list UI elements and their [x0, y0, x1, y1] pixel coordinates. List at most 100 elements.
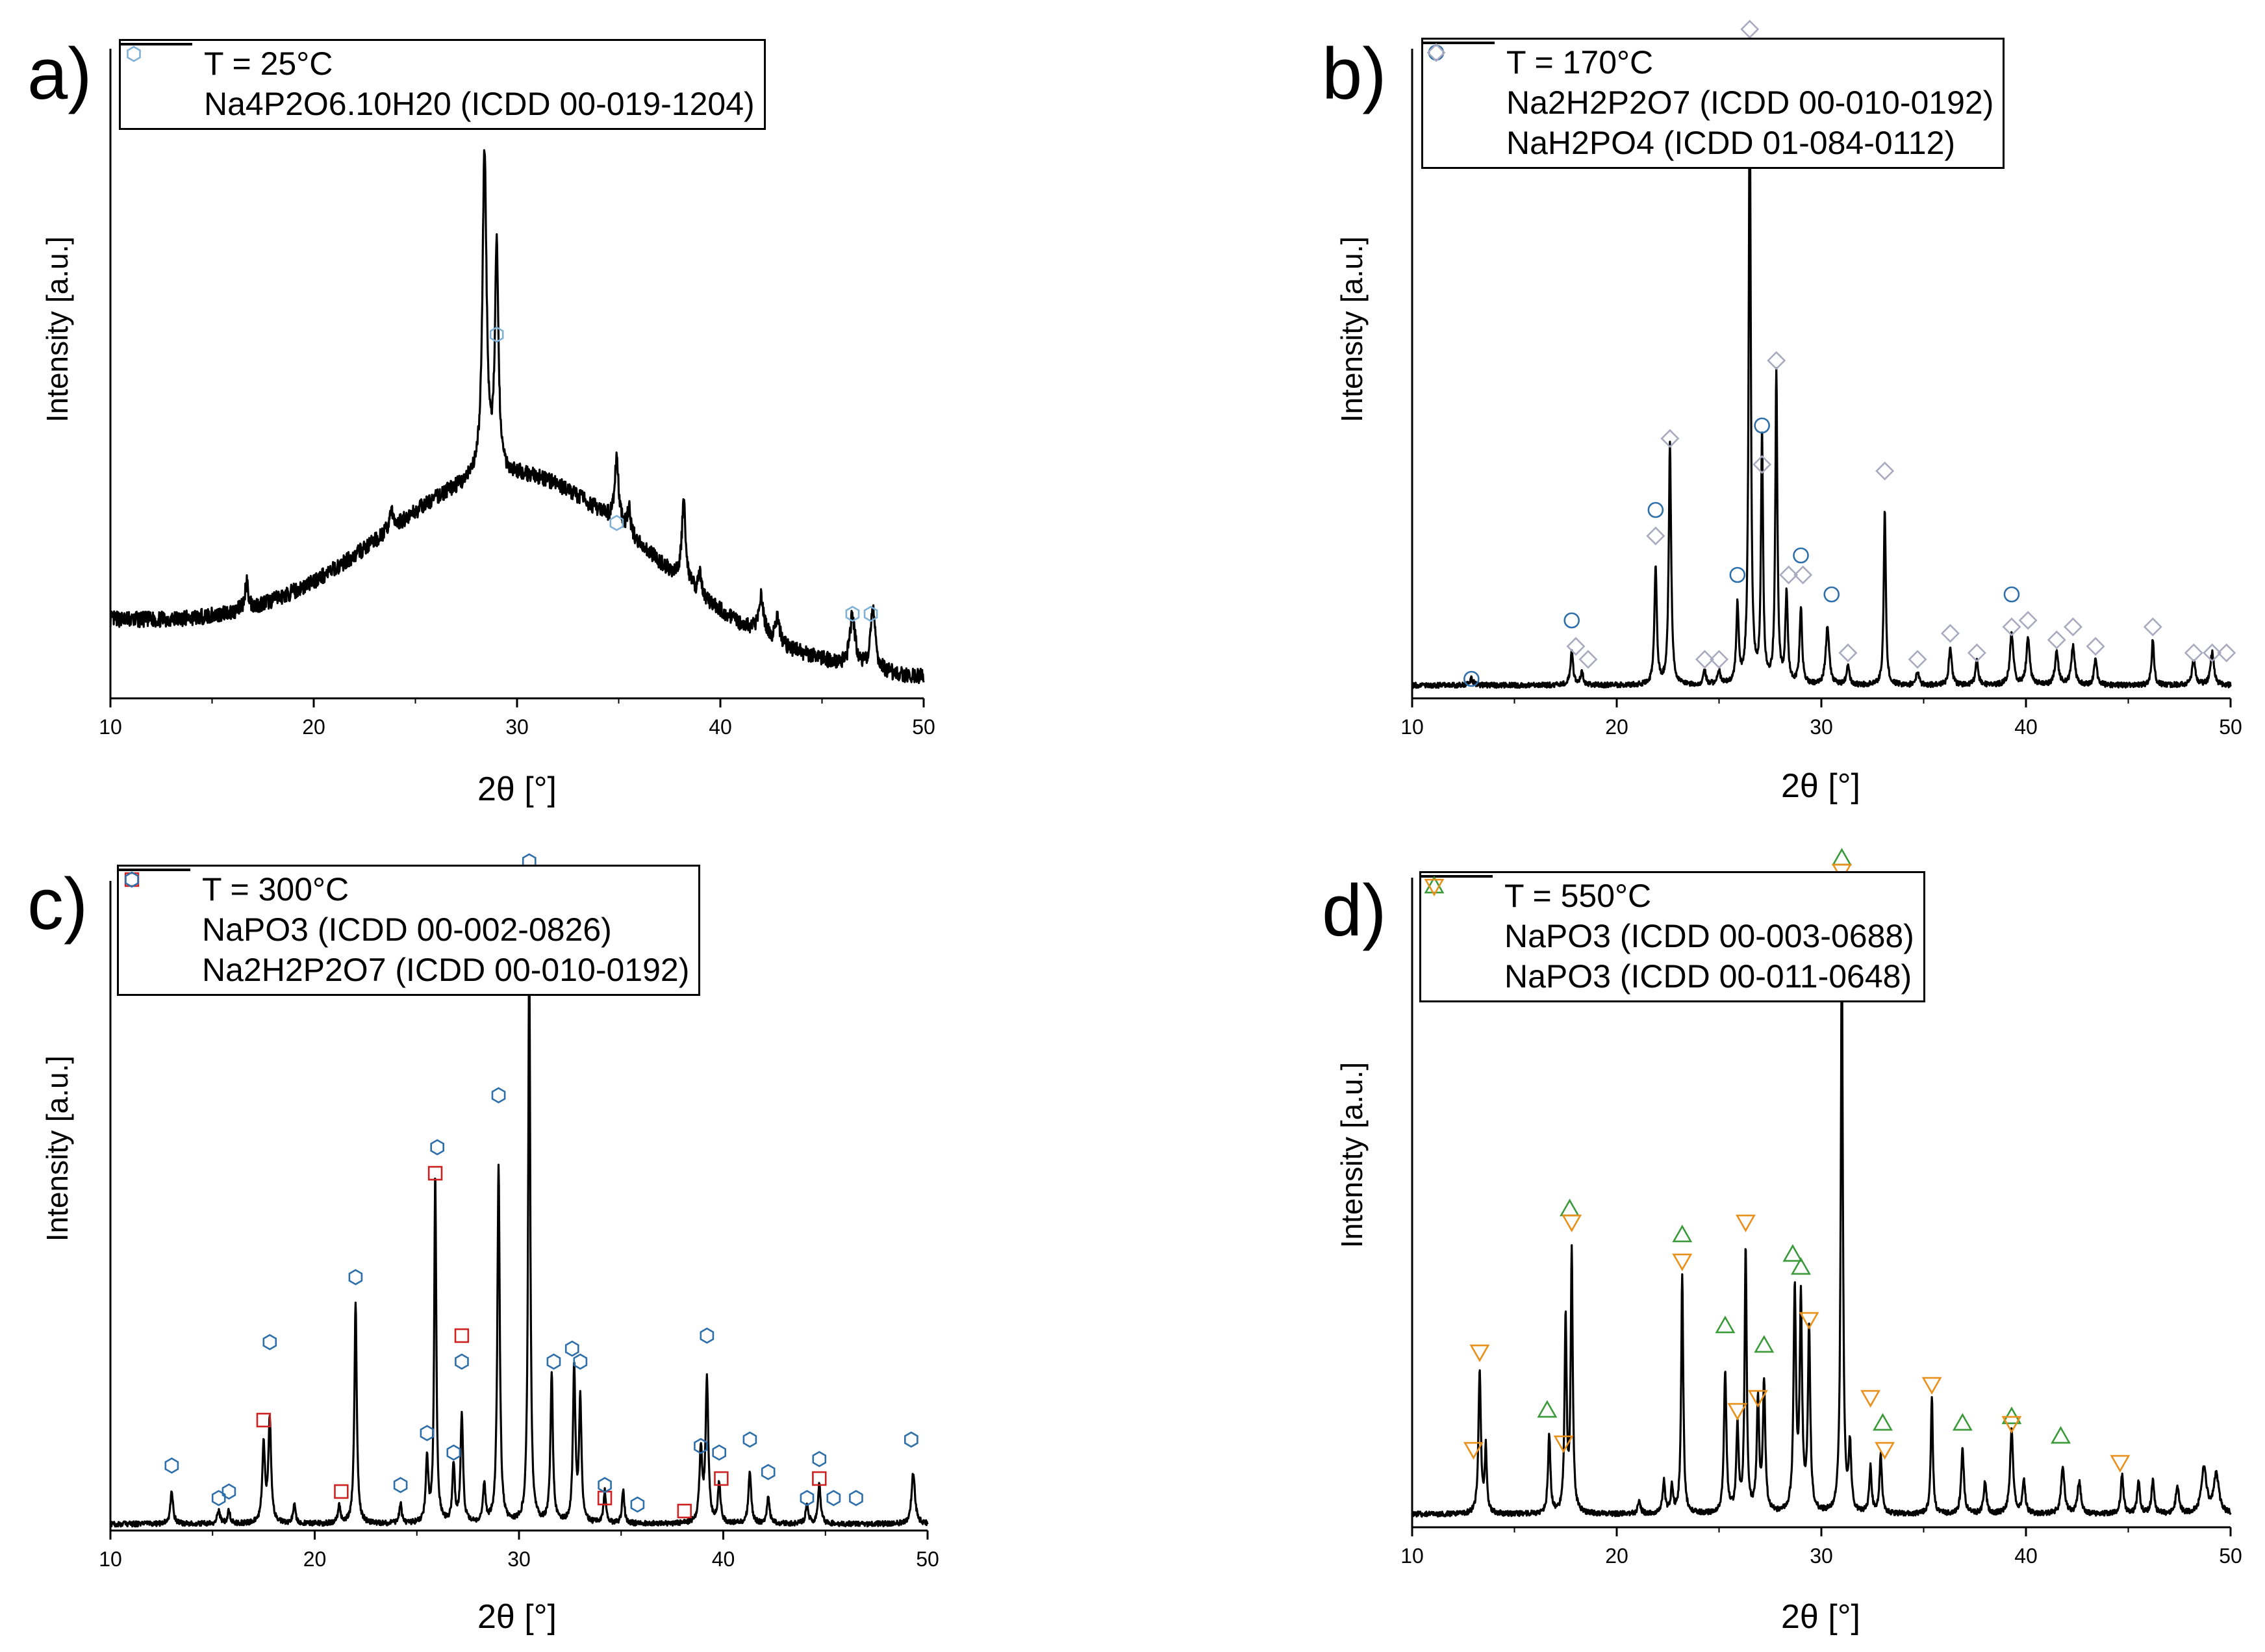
triangle-up-marker [1952, 1413, 1973, 1431]
legend-label: T = 300°C [202, 871, 349, 908]
legend-item-phase: NaPO3 (ICDD 00-011-0648) [1424, 878, 1914, 997]
diamond-marker [1566, 637, 1586, 656]
legend-marker-icon [1424, 878, 1504, 997]
legend-item-series: T = 170°C [1423, 42, 1993, 83]
triangle-down-marker [1921, 1377, 1942, 1395]
legend-item-series: T = 25°C [121, 43, 755, 84]
diamond-marker [1753, 455, 1772, 474]
legend: T = 170°C Na2H2P2O7 (ICDD 00-010-0192) N… [1421, 38, 2005, 169]
panel-c: c) Intensity [a.u.] 10 20 30 40 50 2θ [°] T … [0, 826, 1132, 1652]
hexagon-marker [863, 605, 878, 622]
triangle-down-marker [1799, 1312, 1819, 1330]
x-tick-label: 10 [99, 715, 122, 739]
x-tick-label: 40 [2014, 1544, 2038, 1568]
triangle-down-marker [1860, 1390, 1881, 1408]
hexagon-marker [348, 1269, 363, 1286]
hexagon-marker [849, 1490, 863, 1506]
panel-b: b) Intensity [a.u.] 10 20 30 40 50 2θ [°] T … [1132, 0, 2265, 826]
triangle-up-marker [1873, 1413, 1893, 1431]
legend-label: NaPO3 (ICDD 00-003-0688) [1504, 918, 1914, 954]
square-marker [334, 1484, 349, 1499]
circle-marker [1647, 502, 1664, 518]
legend-line-icon [119, 869, 202, 909]
circle-marker [1793, 547, 1809, 564]
legend-label: NaPO3 (ICDD 00-002-0826) [202, 911, 612, 948]
x-tick-label: 40 [2014, 715, 2038, 739]
diamond-marker [2203, 643, 2222, 663]
diamond-marker [1779, 565, 1799, 585]
legend-marker-icon [1428, 44, 1506, 123]
hexagon-marker [211, 1490, 226, 1506]
square-marker [427, 1165, 443, 1181]
x-tick-label: 40 [712, 1547, 735, 1571]
hexagon-marker [712, 1444, 726, 1461]
hexagon-marker [564, 1340, 579, 1357]
triangle-up-marker [2051, 1426, 2071, 1444]
legend-item-phase: Na4P2O6.10H20 (ICDD 00-019-1204) [126, 45, 755, 124]
square-marker [454, 1328, 470, 1343]
triangle-down-marker [2001, 1416, 2022, 1434]
panel-a: a) Intensity [a.u.] 10 20 30 40 50 2θ [°] T … [0, 0, 1132, 826]
hexagon-marker [761, 1464, 776, 1480]
legend-line-icon [121, 43, 204, 84]
legend-item-phase: Na2H2P2O7 (ICDD 00-010-0192) [124, 871, 690, 990]
diamond-marker [1710, 650, 1728, 669]
triangle-down-marker [2110, 1455, 2131, 1473]
hexagon-marker [845, 605, 860, 622]
legend-item-phase: Na2H2P2O7 (ICDD 00-010-0192) [1428, 44, 1994, 123]
x-tick-label: 50 [916, 1547, 939, 1571]
diamond-marker [1740, 19, 1760, 39]
hexagon-marker [826, 1490, 841, 1506]
x-tick-label: 20 [302, 715, 325, 739]
xrd-pattern-line [1411, 929, 2232, 1518]
legend-marker-icon [124, 871, 202, 990]
legend-label: Na2H2P2O7 (ICDD 00-010-0192) [202, 952, 690, 988]
x-tick-label: 20 [1605, 1544, 1628, 1568]
diamond-marker [1875, 461, 1895, 481]
triangle-up-marker [1832, 848, 1852, 866]
hexagon-marker [455, 1353, 469, 1370]
triangle-up-marker [1560, 1199, 1580, 1217]
circle-marker [1754, 417, 1770, 434]
triangle-down-marker [1747, 1390, 1768, 1408]
x-axis-label: 2θ [°] [477, 1598, 557, 1636]
diamond-marker [1767, 351, 1786, 370]
hexagon-marker [573, 1353, 588, 1370]
x-axis-label: 2θ [°] [477, 770, 557, 808]
diamond-marker [1967, 643, 1986, 663]
panel-d: d) Intensity [a.u.] 10 20 30 40 50 2θ [°] T … [1132, 826, 2265, 1652]
legend-label: T = 550°C [1504, 878, 1652, 914]
hexagon-marker [609, 515, 624, 531]
chart-svg: 10 20 30 40 50 [1400, 848, 2242, 1568]
diamond-marker [1838, 643, 1858, 663]
square-marker [812, 1471, 827, 1486]
xrd-pattern-line [109, 149, 925, 685]
triangle-up-marker [1715, 1315, 1736, 1334]
legend-item-series: T = 300°C [119, 869, 689, 909]
diamond-marker [2018, 611, 2038, 630]
diamond-marker [2143, 617, 2162, 637]
diamond-marker [2217, 643, 2236, 663]
hexagon-marker [630, 1496, 645, 1513]
hexagon-marker [812, 1451, 827, 1468]
diamond-marker [1793, 565, 1813, 585]
hexagon-marker [700, 1327, 715, 1344]
triangle-up-marker [1782, 1244, 1803, 1262]
legend-label: T = 25°C [204, 45, 333, 82]
x-tick-label: 50 [2219, 715, 2242, 739]
hexagon-marker [694, 1438, 708, 1455]
legend: T = 550°C NaPO3 (ICDD 00-003-0688) NaPO3… [1419, 871, 1925, 1002]
square-marker [256, 1412, 272, 1428]
triangle-down-marker [1672, 1253, 1693, 1271]
diamond-marker [1940, 624, 1960, 643]
legend-item-series: T = 550°C [1421, 875, 1914, 916]
hexagon-marker [598, 1477, 612, 1493]
triangle-up-marker [1791, 1257, 1811, 1275]
legend-marker-icon [126, 45, 204, 124]
diamond-marker [2184, 643, 2203, 663]
circle-marker [1563, 612, 1580, 629]
legend-label: Na2H2P2O7 (ICDD 00-010-0192) [1506, 84, 1994, 121]
legend-item-phase: NaPO3 (ICDD 00-002-0826) [124, 872, 689, 950]
hexagon-marker [546, 1353, 561, 1370]
circle-marker [1823, 586, 1840, 603]
